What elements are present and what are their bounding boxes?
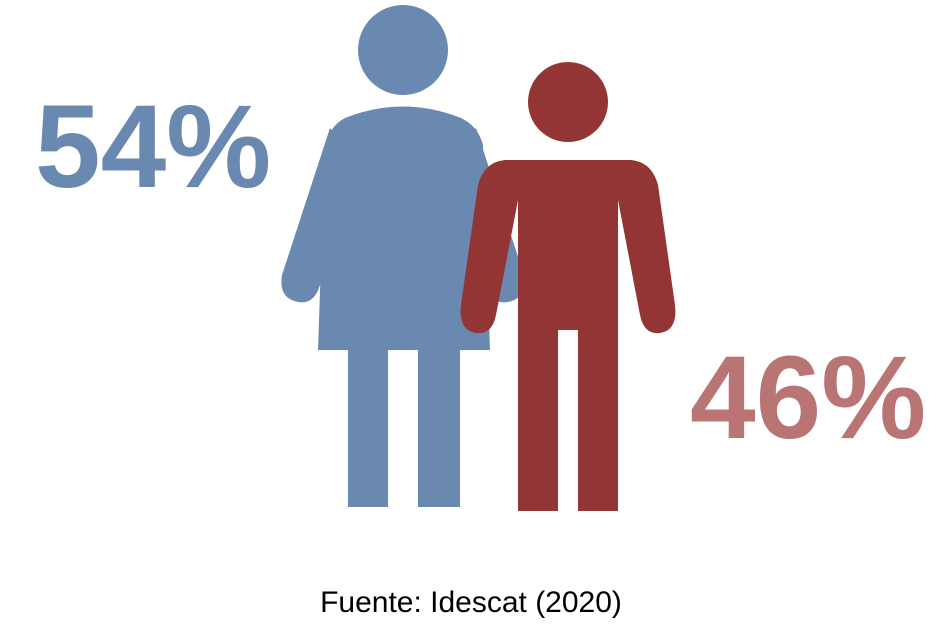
man-share: 46% — [690, 332, 926, 464]
woman-share: 54% — [35, 81, 271, 213]
source-note: Fuente: Idescat (2020) — [320, 586, 622, 619]
man-figure — [460, 62, 676, 511]
